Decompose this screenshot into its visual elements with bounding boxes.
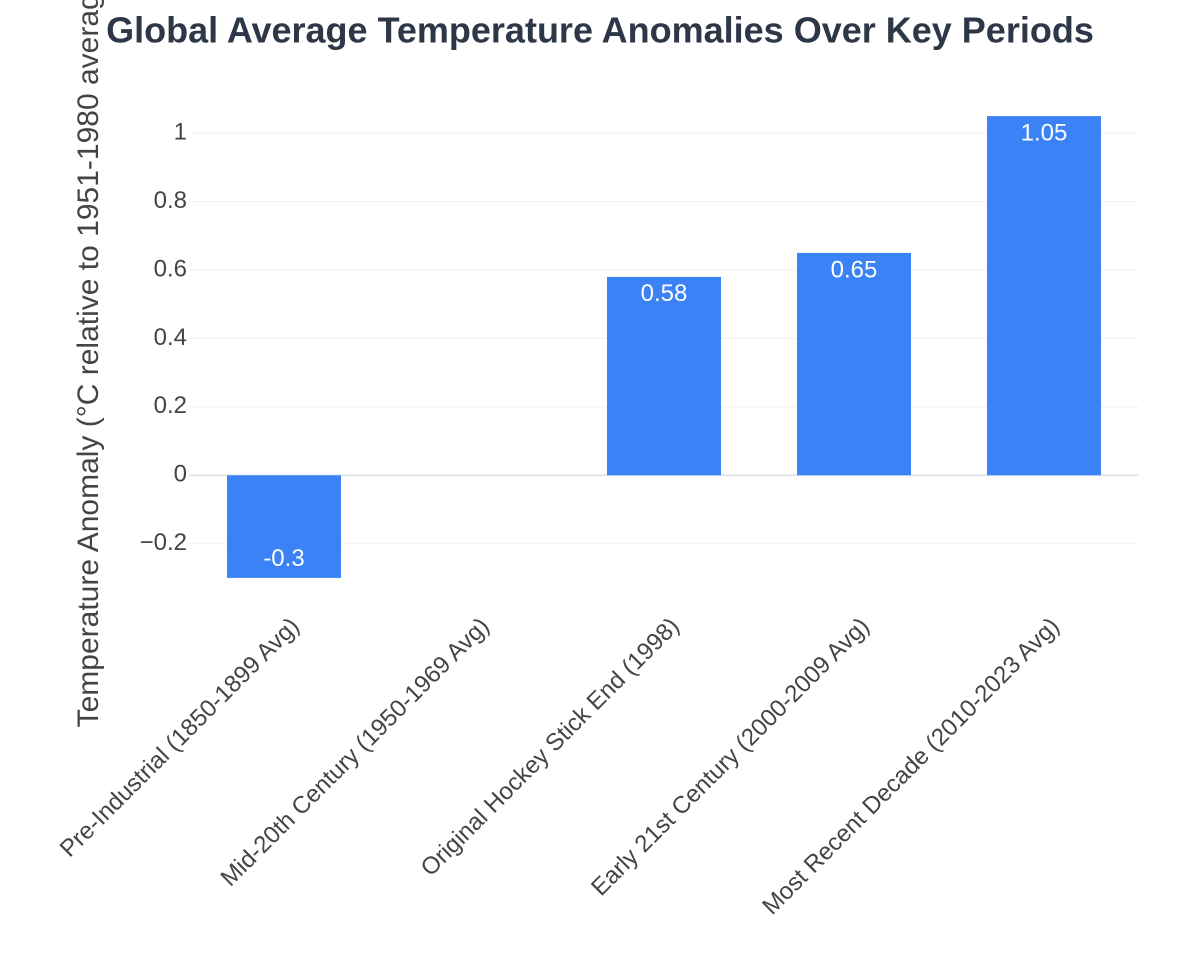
bar bbox=[987, 116, 1101, 476]
value-label: 0.58 bbox=[641, 280, 688, 307]
bar bbox=[797, 252, 911, 476]
chart-title: Global Average Temperature Anomalies Ove… bbox=[106, 10, 1094, 51]
y-tick-label: 0.8 bbox=[154, 187, 187, 214]
y-tick-label: −0.2 bbox=[140, 529, 187, 556]
bar bbox=[607, 276, 721, 476]
x-tick-label: Most Recent Decade (2010-2023 Avg) bbox=[757, 613, 1064, 920]
y-tick-label: 1 bbox=[174, 119, 187, 146]
y-axis-title: Temperature Anomaly (°C relative to 1951… bbox=[72, 0, 105, 727]
bar bbox=[227, 475, 341, 578]
y-tick-label: 0.2 bbox=[154, 392, 187, 419]
value-label: -0.3 bbox=[263, 545, 304, 572]
y-tick-label: 0 bbox=[174, 461, 187, 488]
y-tick-label: 0.6 bbox=[154, 255, 187, 282]
value-label: 1.05 bbox=[1021, 119, 1068, 146]
y-tick-label: 0.4 bbox=[154, 324, 187, 351]
value-label: 0.65 bbox=[831, 256, 878, 283]
